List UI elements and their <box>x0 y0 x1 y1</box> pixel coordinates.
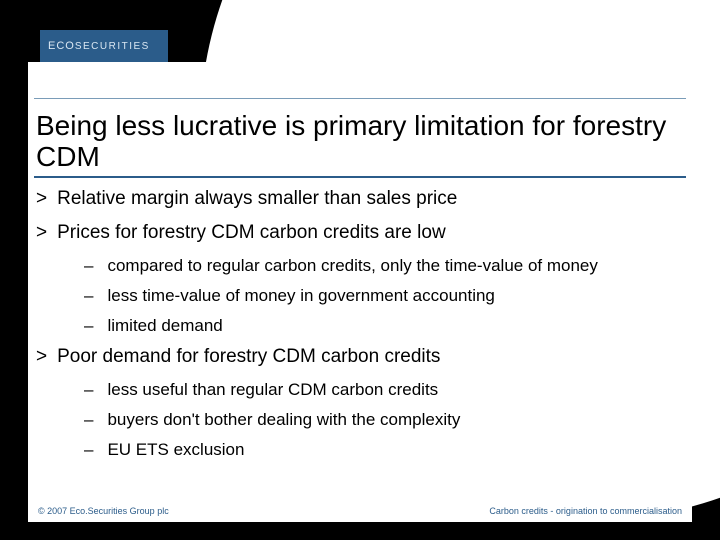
bullet-text: Poor demand for forestry CDM carbon cred… <box>57 346 440 368</box>
bullet-l2: – limited demand <box>84 316 686 336</box>
bullet-marker: – <box>84 256 93 276</box>
bullet-marker: > <box>36 346 47 368</box>
bullet-marker: – <box>84 286 93 306</box>
bullet-l2: – compared to regular carbon credits, on… <box>84 256 686 276</box>
bullet-text: Relative margin always smaller than sale… <box>57 188 457 210</box>
bullet-text: limited demand <box>107 316 222 336</box>
bullet-l1: > Relative margin always smaller than sa… <box>36 188 686 210</box>
bullet-text: less useful than regular CDM carbon cred… <box>107 380 438 400</box>
bullet-l2: – less time-value of money in government… <box>84 286 686 306</box>
title-underline <box>34 176 686 178</box>
bullet-l2: – less useful than regular CDM carbon cr… <box>84 380 686 400</box>
bullet-marker: – <box>84 316 93 336</box>
left-bar <box>0 0 28 540</box>
bullet-marker: > <box>36 222 47 244</box>
bullet-l1: > Poor demand for forestry CDM carbon cr… <box>36 346 686 368</box>
bullet-text: less time-value of money in government a… <box>107 286 494 306</box>
bullet-text: compared to regular carbon credits, only… <box>107 256 597 276</box>
header-divider <box>34 98 686 99</box>
bullet-text: buyers don't bother dealing with the com… <box>107 410 460 430</box>
bullet-l1: > Prices for forestry CDM carbon credits… <box>36 222 686 244</box>
content-area: > Relative margin always smaller than sa… <box>36 188 686 470</box>
logo: ECOSECURITIES <box>40 30 168 62</box>
bullet-l2: – buyers don't bother dealing with the c… <box>84 410 686 430</box>
bullet-text: Prices for forestry CDM carbon credits a… <box>57 222 446 244</box>
bullet-marker: – <box>84 380 93 400</box>
slide-title: Being less lucrative is primary limitati… <box>36 110 676 173</box>
bullet-marker: > <box>36 188 47 210</box>
slide: ECOSECURITIES Being less lucrative is pr… <box>0 0 720 540</box>
logo-suffix: SECURITIES <box>75 41 150 52</box>
bullet-text: EU ETS exclusion <box>107 440 244 460</box>
bottom-bar <box>0 522 720 540</box>
bullet-marker: – <box>84 440 93 460</box>
footer-copyright: © 2007 Eco.Securities Group plc <box>38 506 169 516</box>
bullet-l2: – EU ETS exclusion <box>84 440 686 460</box>
logo-prefix: ECO <box>48 40 75 52</box>
footer-tagline: Carbon credits - origination to commerci… <box>489 506 682 516</box>
bullet-marker: – <box>84 410 93 430</box>
